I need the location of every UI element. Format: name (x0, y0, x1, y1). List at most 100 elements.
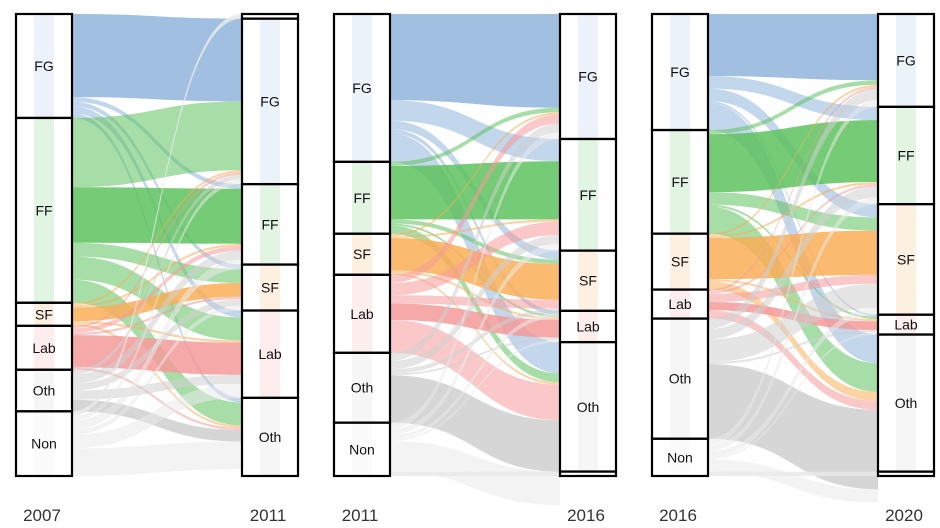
right-node-label: FF (897, 147, 914, 163)
axis-label-right: 2020 (885, 506, 923, 525)
node-band-fg (578, 14, 598, 139)
node-band-fg (896, 14, 916, 107)
node-band-fg (352, 14, 372, 162)
right-node-label: FG (896, 52, 915, 68)
flow-oth-to-ff (708, 186, 878, 340)
right-node-non (558, 470, 618, 478)
left-node-label: FG (670, 64, 689, 80)
nodes: FG FF SF Lab Oth Non FG FF SF Lab Oth (14, 12, 300, 478)
flow-oth-to-fg (72, 174, 242, 375)
flow-non-to-fg (708, 100, 878, 445)
right-node-label: Lab (894, 317, 918, 333)
node-bands (34, 14, 280, 476)
right-node-label: Lab (258, 346, 282, 362)
node-bands (670, 14, 916, 476)
node-band-non (670, 438, 690, 476)
flow-lab-to-fg (708, 86, 878, 292)
flow-sf-to-lab (390, 270, 560, 320)
flow-non-to-non (72, 14, 242, 416)
flow-lab-to-oth (72, 367, 242, 431)
flows (72, 14, 242, 476)
node-band-ff (896, 106, 916, 205)
node-band-non (578, 471, 598, 476)
node-band-sf (352, 233, 372, 275)
flow-non-to-lab (390, 339, 560, 442)
right-node-label: FF (579, 187, 596, 203)
flow-ff-to-ff (390, 161, 560, 220)
right-node-label: Lab (576, 318, 600, 334)
left-node-label: Oth (33, 383, 56, 399)
axis-label-left: 2011 (342, 506, 379, 525)
flow-sf-to-fg (72, 170, 242, 306)
flow-non-to-non (708, 471, 878, 476)
flow-oth-to-ff (72, 250, 242, 384)
flow-oth-to-oth (708, 364, 878, 490)
node-band-sf (670, 233, 690, 290)
node-band-oth (578, 342, 598, 472)
node-band-ff (670, 130, 690, 234)
flow-lab-to-oth (708, 310, 878, 410)
flow-fg-to-fg (72, 14, 242, 102)
node-band-ff (260, 184, 280, 265)
flows (390, 14, 560, 506)
flow-non-to-oth (72, 441, 242, 476)
flow-sf-to-lab (72, 321, 242, 343)
left-node-label: Lab (350, 306, 374, 322)
node-band-oth (670, 318, 690, 439)
node-band-sf (34, 302, 54, 326)
flow-sf-to-oth (708, 281, 878, 401)
flow-lab-to-fg (390, 114, 560, 283)
flow-oth-to-lab (708, 330, 878, 365)
node-band-sf (260, 264, 280, 311)
flow-non-to-oth (708, 459, 878, 503)
flow-sf-to-sf (708, 230, 878, 280)
flow-lab-to-ff (708, 184, 878, 294)
flow-non-to-sf (72, 305, 242, 435)
node-band-lab (34, 325, 54, 370)
node-band-fg (260, 18, 280, 185)
right-node-label: Oth (895, 395, 918, 411)
flow-ff-to-fg (390, 107, 560, 166)
node-band-sf (578, 250, 598, 311)
node-band-non (352, 422, 372, 476)
right-node-label: SF (897, 251, 915, 267)
node-band-lab (352, 274, 372, 353)
left-node-label: SF (671, 254, 689, 270)
flow-sf-to-fg (708, 84, 878, 236)
flow-non-to-sf (708, 308, 878, 458)
flow-fg-to-lab (390, 128, 560, 316)
flow-fg-to-ff (390, 100, 560, 162)
node-band-sf (896, 204, 916, 315)
left-node-label: FF (671, 174, 688, 190)
node-band-oth (260, 397, 280, 476)
flow-fg-to-sf (72, 101, 242, 270)
right-node-label: FG (260, 93, 279, 109)
node-band-lab (896, 314, 916, 335)
flow-fg-to-oth (708, 103, 878, 364)
flow-non-to-ff (708, 197, 878, 452)
flow-sf-to-sf (390, 237, 560, 300)
left-node-label: Lab (668, 296, 692, 312)
node-band-fg (670, 14, 690, 131)
flow-oth-to-ff (390, 234, 560, 370)
left-node-label: FF (35, 202, 52, 218)
node-bands (352, 14, 598, 476)
left-node-label: FG (34, 58, 53, 74)
flow-oth-to-fg (390, 123, 560, 362)
sankey-panel-1: FG FF SF Lab Oth Non FG FF SF Lab Oth 2007 2011 (14, 12, 300, 525)
left-node-non (14, 410, 74, 478)
flow-non-to-fg (390, 132, 560, 429)
left-node-label: Non (667, 449, 693, 465)
right-node-label: FG (578, 68, 597, 84)
node-band-oth (896, 334, 916, 472)
flow-lab-to-ff (72, 246, 242, 333)
right-node-label: SF (579, 273, 597, 289)
axis-label-left: 2007 (23, 506, 61, 525)
flow-non-to-ff (390, 243, 560, 435)
flow-ff-to-fg (708, 80, 878, 135)
flow-lab-to-ff (390, 221, 560, 296)
left-node-label: SF (353, 246, 371, 262)
flow-fg-to-fg (708, 14, 878, 81)
node-band-ff (352, 161, 372, 234)
